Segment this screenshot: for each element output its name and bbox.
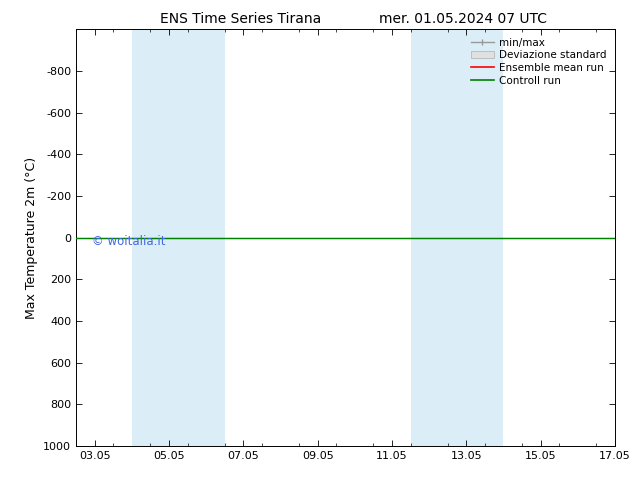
Text: mer. 01.05.2024 07 UTC: mer. 01.05.2024 07 UTC [379, 12, 547, 26]
Y-axis label: Max Temperature 2m (°C): Max Temperature 2m (°C) [25, 157, 37, 318]
Text: © woitalia.it: © woitalia.it [93, 235, 165, 248]
Bar [411, 29, 459, 446]
Bar [132, 29, 176, 446]
Text: ENS Time Series Tirana: ENS Time Series Tirana [160, 12, 321, 26]
Bar [459, 29, 503, 446]
Legend: min/max, Deviazione standard, Ensemble mean run, Controll run: min/max, Deviazione standard, Ensemble m… [468, 35, 610, 89]
Bar [176, 29, 224, 446]
